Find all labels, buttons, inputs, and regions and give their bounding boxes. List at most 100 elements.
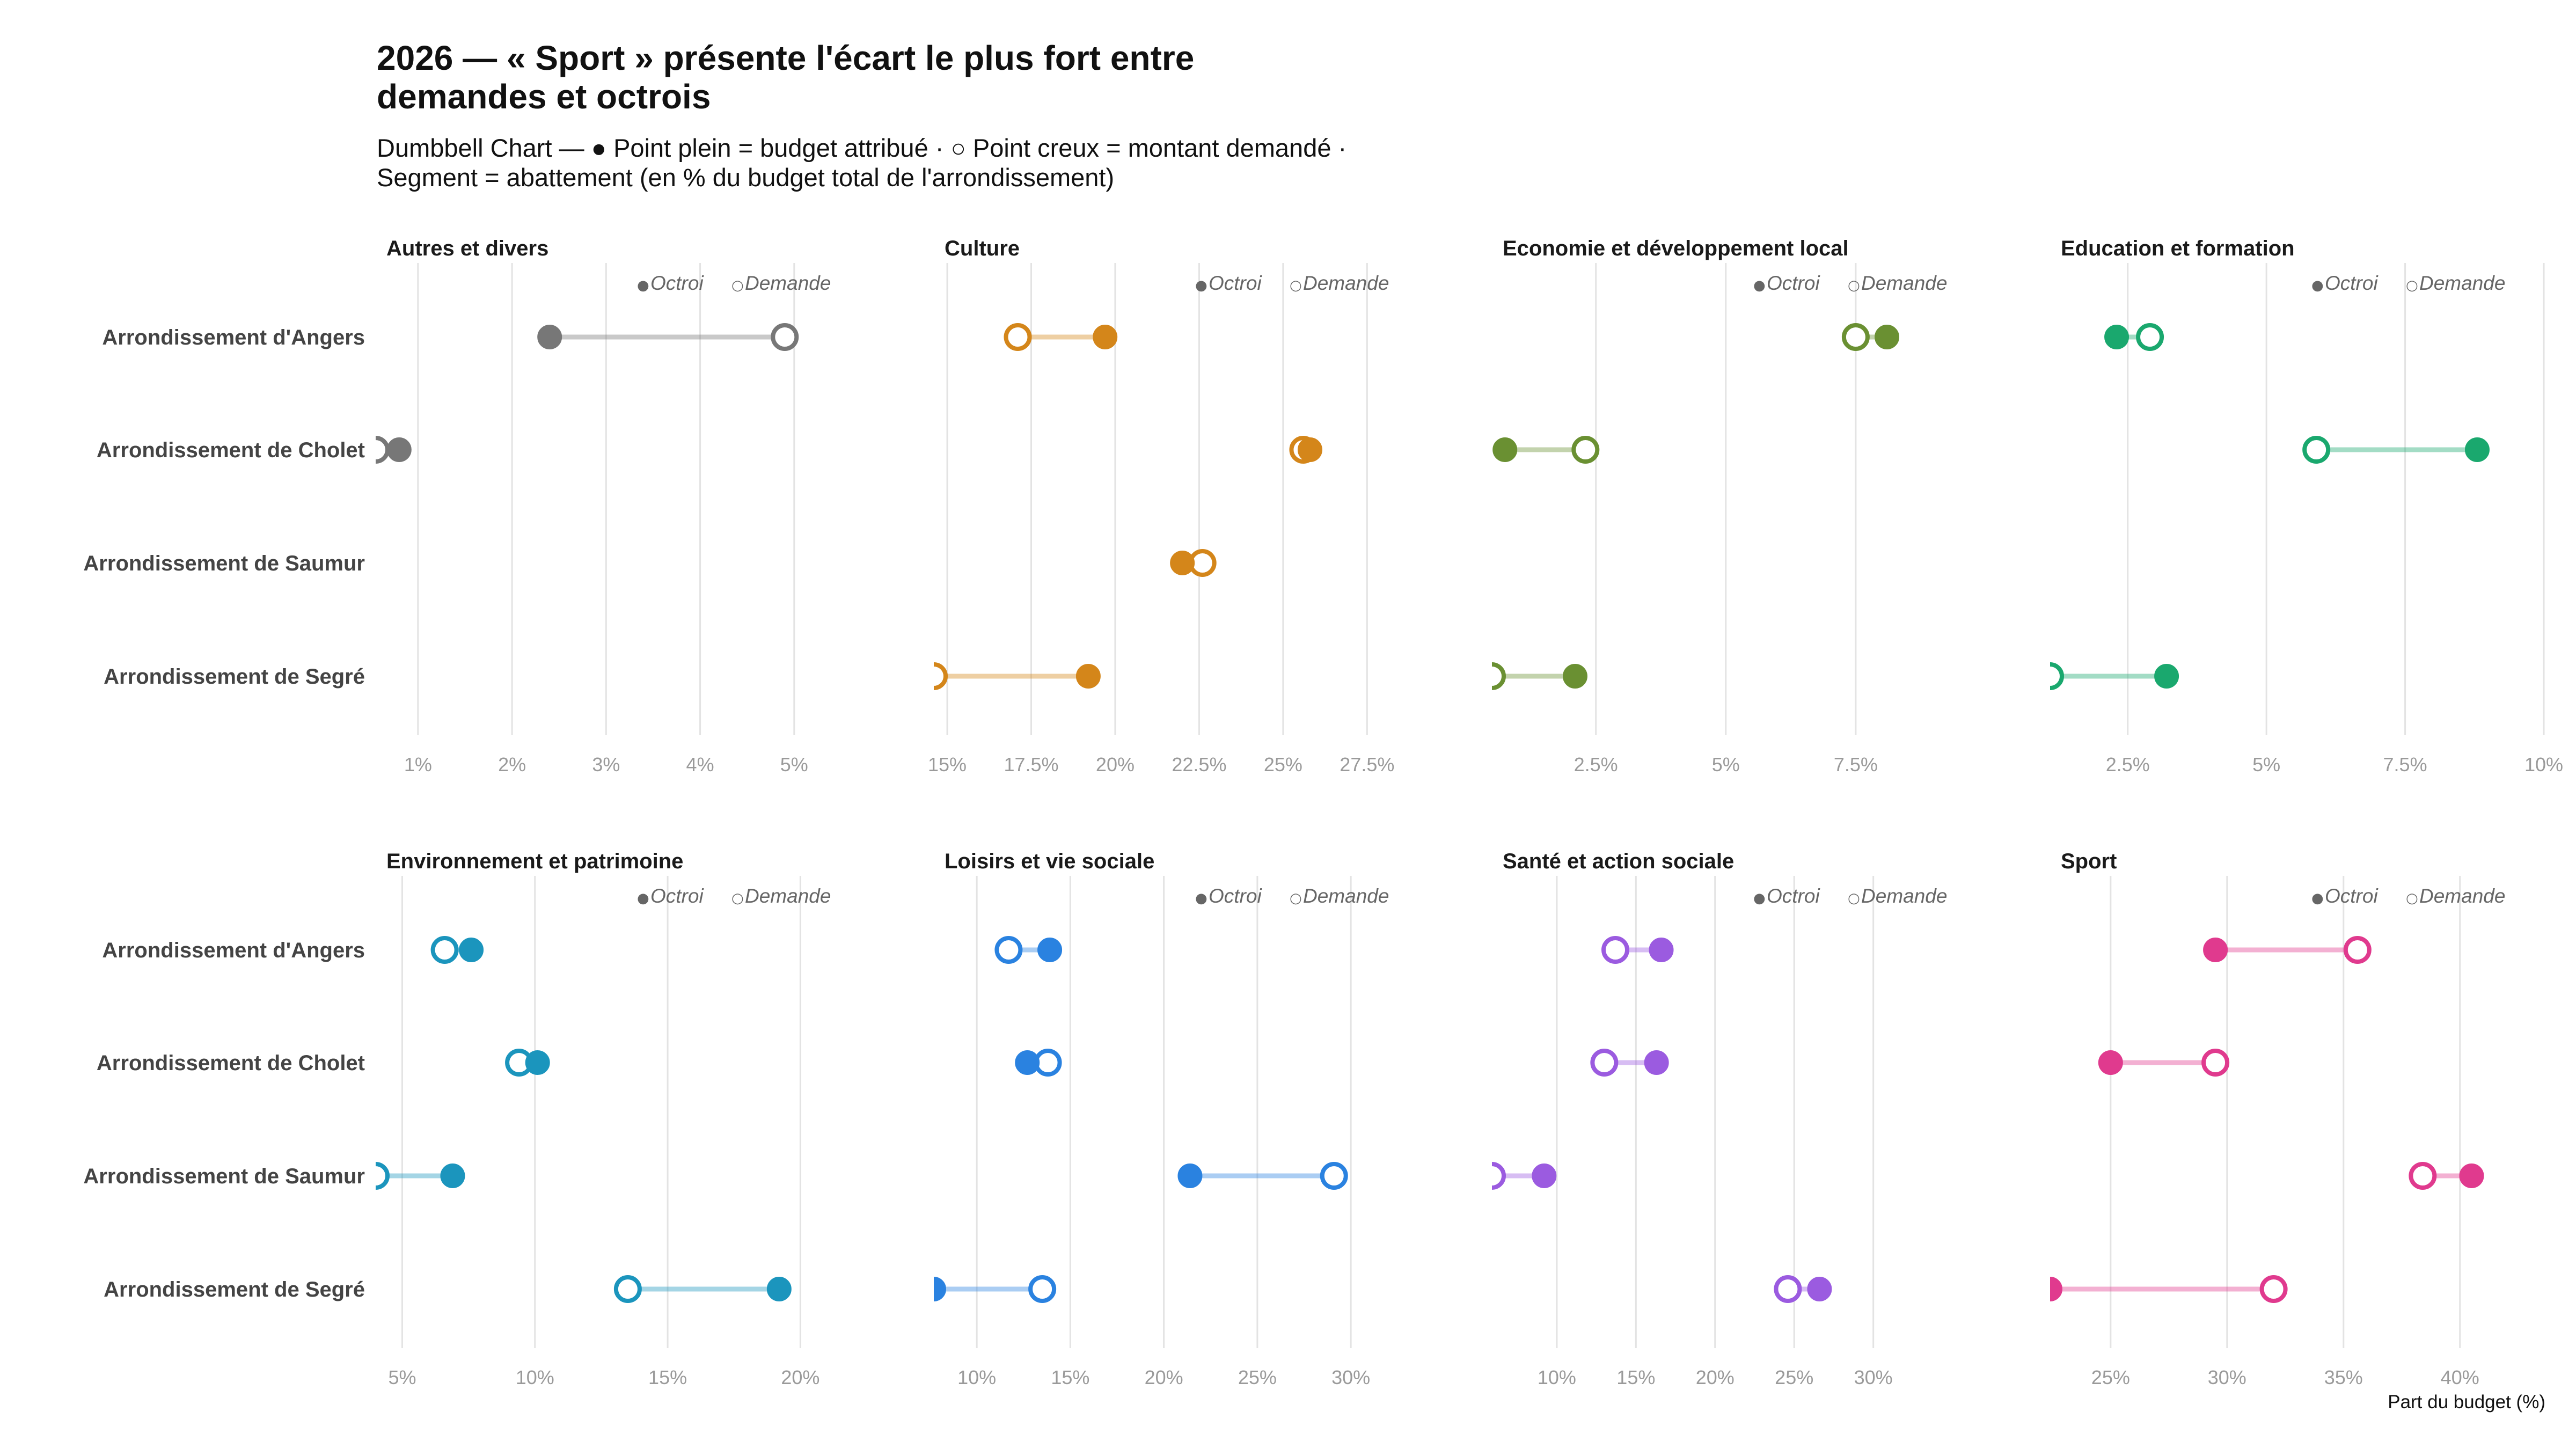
x-tick-label: 2% [498, 753, 526, 775]
facet-title: Education et formation [2061, 237, 2295, 260]
octroi-point-arrondissement-d-angers [459, 938, 484, 962]
octroi-point-arrondissement-de-saumur [440, 1163, 465, 1188]
octroi-point-arrondissement-de-segre [2050, 1277, 2062, 1301]
panel-legend: ● Octroi ○ Demande [1195, 272, 1389, 294]
panel-legend: ● Octroi ○ Demande [1195, 885, 1389, 907]
legend-octroi-label: Octroi [1767, 272, 1820, 294]
legend-octroi-label: Octroi [650, 885, 704, 907]
panel-education-et-formation: 2.5% 5% 7.5% 10% Education et formation ● Octr… [2050, 237, 2563, 775]
x-axis-caption: Part du budget (%) [2388, 1392, 2545, 1413]
demande-point-arrondissement-d-angers [430, 936, 459, 964]
demande-point-arrondissement-de-segre [1774, 1275, 1802, 1303]
legend-hollow-symbol: ○ [1290, 890, 1302, 906]
demande-point-arrondissement-de-cholet [2302, 436, 2331, 464]
x-tick-label: 7.5% [1834, 753, 1878, 775]
panel-economie-et-developpement-local: 2.5% 5% 7.5% Economie et développement loca… [1492, 237, 1947, 775]
panel-legend: ● Octroi ○ Demande [2311, 885, 2505, 907]
demande-point-arrondissement-d-angers [2136, 323, 2164, 351]
row-label-arrondissement-de-saumur: Arrondissement de Saumur [83, 1165, 365, 1188]
octroi-point-arrondissement-d-angers [1037, 938, 1063, 962]
x-tick-label: 25% [1238, 1366, 1277, 1388]
panel-marks [934, 936, 1348, 1303]
octroi-point-arrondissement-de-cholet [2098, 1050, 2123, 1075]
legend-demande-label: Demande [1861, 885, 1947, 907]
x-tick-label: 2.5% [2106, 753, 2150, 775]
legend-hollow-symbol: ○ [1848, 277, 1860, 294]
chart-subtitle-line-2: Segment = abattement (en % du budget tot… [377, 163, 1114, 192]
demande-point-arrondissement-d-angers [994, 936, 1023, 964]
x-tick-label: 5% [2252, 753, 2280, 775]
octroi-point-arrondissement-d-angers [1649, 938, 1674, 962]
demande-point-arrondissement-de-segre [934, 662, 948, 690]
demande-point-arrondissement-de-cholet [1571, 436, 1600, 464]
octroi-point-arrondissement-de-segre [766, 1277, 792, 1301]
legend-demande-label: Demande [745, 272, 831, 294]
row-label-arrondissement-de-cholet: Arrondissement de Cholet [97, 1051, 365, 1075]
legend-demande-label: Demande [2419, 885, 2505, 907]
facet-title: Loisirs et vie sociale [945, 850, 1154, 873]
octroi-point-arrondissement-d-angers [2203, 938, 2228, 962]
legend-octroi-label: Octroi [1209, 272, 1262, 294]
panel-marks [934, 323, 1322, 690]
demande-point-arrondissement-d-angers [1004, 323, 1032, 351]
demande-point-arrondissement-d-angers [1841, 323, 1870, 351]
legend-demande-label: Demande [1861, 272, 1947, 294]
panel-legend: ● Octroi ○ Demande [1753, 272, 1947, 294]
x-tick-label: 10% [516, 1366, 554, 1388]
panel-autres-et-divers: 1% 2% 3% 4% 5% Autres et divers ● Octroi ○ Demand… [376, 237, 831, 775]
x-tick-label: 10% [1538, 1366, 1576, 1388]
demande-point-arrondissement-d-angers [771, 323, 799, 351]
x-tick-label: 10% [957, 1366, 996, 1388]
demande-point-arrondissement-de-segre [2050, 662, 2064, 690]
panel-legend: ● Octroi ○ Demande [1753, 885, 1947, 907]
demande-point-arrondissement-de-saumur [376, 1162, 390, 1190]
x-tick-label: 15% [928, 753, 967, 775]
facet-title: Sport [2061, 850, 2117, 873]
x-tick-label: 35% [2324, 1366, 2363, 1388]
x-tick-label: 30% [1854, 1366, 1893, 1388]
demande-point-arrondissement-de-segre [1028, 1275, 1057, 1303]
x-tick-label: 15% [648, 1366, 687, 1388]
octroi-point-arrondissement-de-cholet [1015, 1050, 1040, 1075]
panel-marks [1492, 936, 1832, 1303]
x-tick-label: 30% [2208, 1366, 2246, 1388]
x-tick-label: 15% [1051, 1366, 1089, 1388]
x-tick-label: 40% [2441, 1366, 2479, 1388]
legend-octroi-label: Octroi [650, 272, 704, 294]
panel-environnement-et-patrimoine: 5% 10% 15% 20% Environnement et patrimoine ● O… [376, 850, 831, 1388]
octroi-point-arrondissement-de-cholet [2464, 437, 2490, 462]
x-tick-label: 5% [780, 753, 808, 775]
panel-legend: ● Octroi ○ Demande [637, 272, 831, 294]
demande-point-arrondissement-de-saumur [1320, 1162, 1348, 1190]
facet-panels: Arrondissement d'Angers Arrondissement de… [83, 237, 2563, 1388]
demande-point-arrondissement-d-angers [2343, 936, 2372, 964]
x-tick-label: 5% [388, 1366, 416, 1388]
legend-hollow-symbol: ○ [2406, 890, 2418, 906]
panel-marks [376, 936, 792, 1303]
legend-octroi-label: Octroi [2325, 885, 2379, 907]
legend-hollow-symbol: ○ [731, 277, 744, 294]
x-tick-label: 22.5% [1172, 753, 1226, 775]
octroi-point-arrondissement-de-cholet [1492, 437, 1518, 462]
legend-hollow-symbol: ○ [1848, 890, 1860, 906]
legend-filled-symbol: ● [1195, 277, 1208, 294]
panel-marks [2050, 936, 2484, 1303]
row-label-arrondissement-de-segre: Arrondissement de Segré [104, 665, 365, 689]
chart-subtitle-line-1: Dumbbell Chart — ● Point plein = budget … [377, 134, 1346, 162]
legend-filled-symbol: ● [2311, 277, 2324, 294]
legend-demande-label: Demande [745, 885, 831, 907]
legend-octroi-label: Octroi [1767, 885, 1820, 907]
x-tick-label: 15% [1616, 1366, 1655, 1388]
demande-point-arrondissement-de-saumur [2409, 1162, 2437, 1190]
x-tick-label: 10% [2524, 753, 2563, 775]
facet-title: Culture [945, 237, 1020, 260]
octroi-point-arrondissement-de-segre [1562, 664, 1587, 689]
x-tick-label: 20% [1696, 1366, 1735, 1388]
octroi-point-arrondissement-de-segre [2154, 664, 2179, 689]
octroi-point-arrondissement-de-saumur [2459, 1163, 2484, 1188]
x-tick-label: 2.5% [1574, 753, 1618, 775]
x-tick-label: 25% [1264, 753, 1302, 775]
octroi-point-arrondissement-d-angers [537, 325, 562, 349]
demande-point-arrondissement-de-segre [2259, 1275, 2288, 1303]
